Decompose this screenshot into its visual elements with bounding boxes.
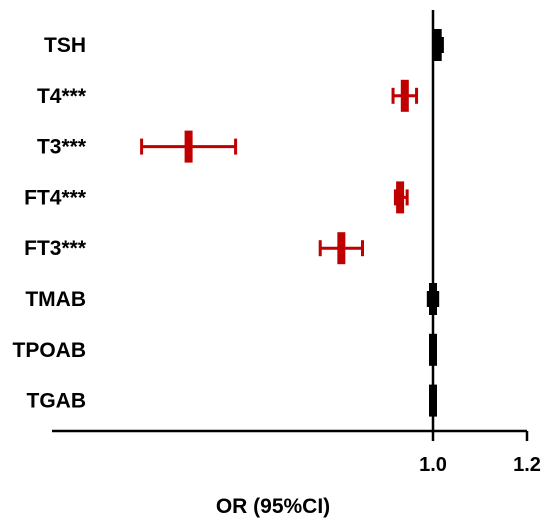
row-label: T3***	[37, 136, 87, 159]
estimate-tgab	[429, 384, 437, 417]
row-label: FT4***	[24, 186, 87, 209]
point-estimate	[400, 79, 409, 112]
x-axis-ticks: 1.0 1.2	[419, 431, 541, 476]
estimate-tpoab	[429, 333, 437, 366]
x-tick-label: 1.2	[513, 454, 541, 476]
estimate-ft3	[318, 232, 364, 265]
point-estimate	[429, 333, 437, 366]
row-label: T4***	[37, 85, 87, 108]
row-label: TGAB	[27, 390, 87, 413]
x-tick-label: 1.0	[419, 454, 447, 476]
point-estimate	[337, 232, 346, 265]
point-estimate	[429, 384, 437, 417]
estimate-tsh	[433, 29, 444, 61]
row-label: TSH	[44, 34, 86, 57]
plot-area: 1.0 1.2	[52, 10, 541, 476]
point-estimate	[429, 283, 437, 315]
row-label: TPOAB	[13, 339, 87, 362]
estimates	[140, 29, 444, 417]
x-axis-title: OR (95%CI)	[216, 495, 330, 518]
row-label: FT3***	[24, 237, 87, 260]
estimate-t3	[140, 130, 238, 163]
point-estimate	[396, 181, 405, 214]
estimate-tmab	[426, 283, 440, 315]
point-estimate	[433, 29, 442, 61]
estimate-ft4	[393, 181, 409, 214]
row-labels: TSH T4*** T3*** FT4*** FT3*** TMAB TPOAB TGAB	[13, 34, 87, 413]
estimate-t4	[391, 79, 419, 112]
point-estimate	[184, 130, 193, 163]
row-label: TMAB	[25, 288, 86, 311]
